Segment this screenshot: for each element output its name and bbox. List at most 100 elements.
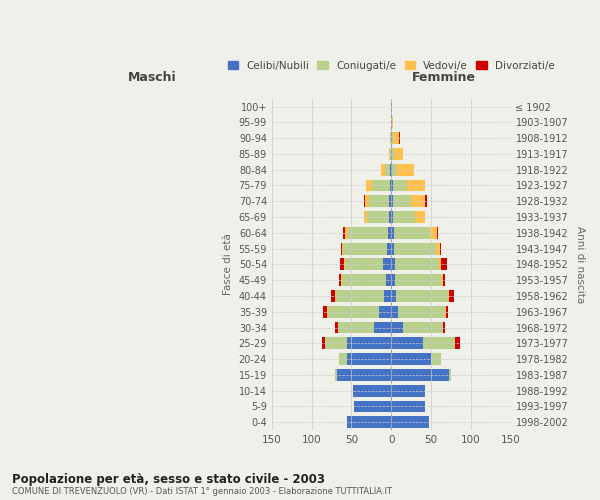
Bar [415, 211, 425, 223]
Bar [391, 385, 425, 396]
Bar [391, 306, 398, 318]
Bar [367, 211, 389, 223]
Bar [391, 180, 393, 192]
Bar [398, 306, 445, 318]
Bar [328, 306, 379, 318]
Text: Femmine: Femmine [412, 71, 476, 84]
Y-axis label: Anni di nascita: Anni di nascita [575, 226, 585, 303]
Bar [347, 353, 391, 365]
Bar [389, 196, 391, 207]
Bar [394, 242, 436, 254]
Bar [396, 290, 448, 302]
Bar [381, 164, 385, 175]
Bar [399, 132, 400, 144]
Bar [440, 242, 442, 254]
Text: Popolazione per età, sesso e stato civile - 2003: Popolazione per età, sesso e stato civil… [12, 472, 325, 486]
Bar [439, 258, 442, 270]
Bar [388, 227, 391, 239]
Bar [342, 242, 343, 254]
Bar [391, 116, 392, 128]
Bar [431, 353, 440, 365]
Bar [386, 274, 391, 286]
Bar [338, 322, 374, 334]
Bar [442, 258, 447, 270]
Bar [391, 338, 423, 349]
Bar [340, 353, 347, 365]
Bar [347, 416, 391, 428]
Y-axis label: Fasce di età: Fasce di età [223, 234, 233, 296]
Bar [391, 100, 392, 112]
Bar [338, 353, 340, 365]
Bar [374, 322, 391, 334]
Text: Maschi: Maschi [128, 71, 177, 84]
Bar [445, 306, 446, 318]
Bar [391, 274, 395, 286]
Bar [335, 290, 336, 302]
Bar [393, 211, 415, 223]
Bar [391, 400, 425, 412]
Bar [336, 290, 384, 302]
Bar [345, 227, 348, 239]
Bar [392, 116, 393, 128]
Bar [344, 258, 345, 270]
Bar [354, 400, 391, 412]
Bar [323, 306, 327, 318]
Bar [391, 290, 396, 302]
Bar [331, 290, 335, 302]
Bar [364, 196, 365, 207]
Bar [455, 338, 460, 349]
Bar [335, 322, 338, 334]
Bar [383, 258, 391, 270]
Bar [337, 369, 391, 381]
Bar [347, 338, 391, 349]
Bar [338, 274, 341, 286]
Bar [394, 227, 430, 239]
Bar [340, 258, 344, 270]
Bar [449, 290, 454, 302]
Bar [343, 227, 345, 239]
Bar [365, 196, 369, 207]
Bar [391, 416, 430, 428]
Bar [325, 338, 347, 349]
Bar [446, 306, 448, 318]
Bar [391, 227, 394, 239]
Bar [425, 196, 427, 207]
Bar [366, 180, 372, 192]
Bar [391, 258, 395, 270]
Bar [327, 306, 328, 318]
Bar [392, 164, 397, 175]
Bar [423, 338, 455, 349]
Bar [389, 148, 391, 160]
Bar [341, 242, 342, 254]
Bar [391, 148, 394, 160]
Bar [343, 242, 387, 254]
Bar [395, 258, 439, 270]
Bar [322, 338, 325, 349]
Bar [345, 258, 383, 270]
Bar [391, 196, 393, 207]
Bar [391, 164, 392, 175]
Legend: Celibi/Nubili, Coniugati/e, Vedovi/e, Divorziati/e: Celibi/Nubili, Coniugati/e, Vedovi/e, Di… [224, 58, 558, 74]
Bar [395, 274, 442, 286]
Bar [403, 322, 443, 334]
Bar [348, 227, 388, 239]
Bar [342, 274, 386, 286]
Bar [369, 196, 389, 207]
Bar [391, 353, 431, 365]
Bar [449, 369, 451, 381]
Bar [341, 274, 342, 286]
Bar [335, 369, 337, 381]
Bar [353, 385, 391, 396]
Bar [440, 353, 442, 365]
Bar [387, 242, 391, 254]
Bar [430, 227, 437, 239]
Text: COMUNE DI TREVENZUOLO (VR) - Dati ISTAT 1° gennaio 2003 - Elaborazione TUTTITALI: COMUNE DI TREVENZUOLO (VR) - Dati ISTAT … [12, 488, 392, 496]
Bar [393, 180, 407, 192]
Bar [379, 306, 391, 318]
Bar [442, 274, 443, 286]
Bar [448, 290, 449, 302]
Bar [394, 148, 403, 160]
Bar [437, 227, 438, 239]
Bar [436, 242, 440, 254]
Bar [391, 369, 449, 381]
